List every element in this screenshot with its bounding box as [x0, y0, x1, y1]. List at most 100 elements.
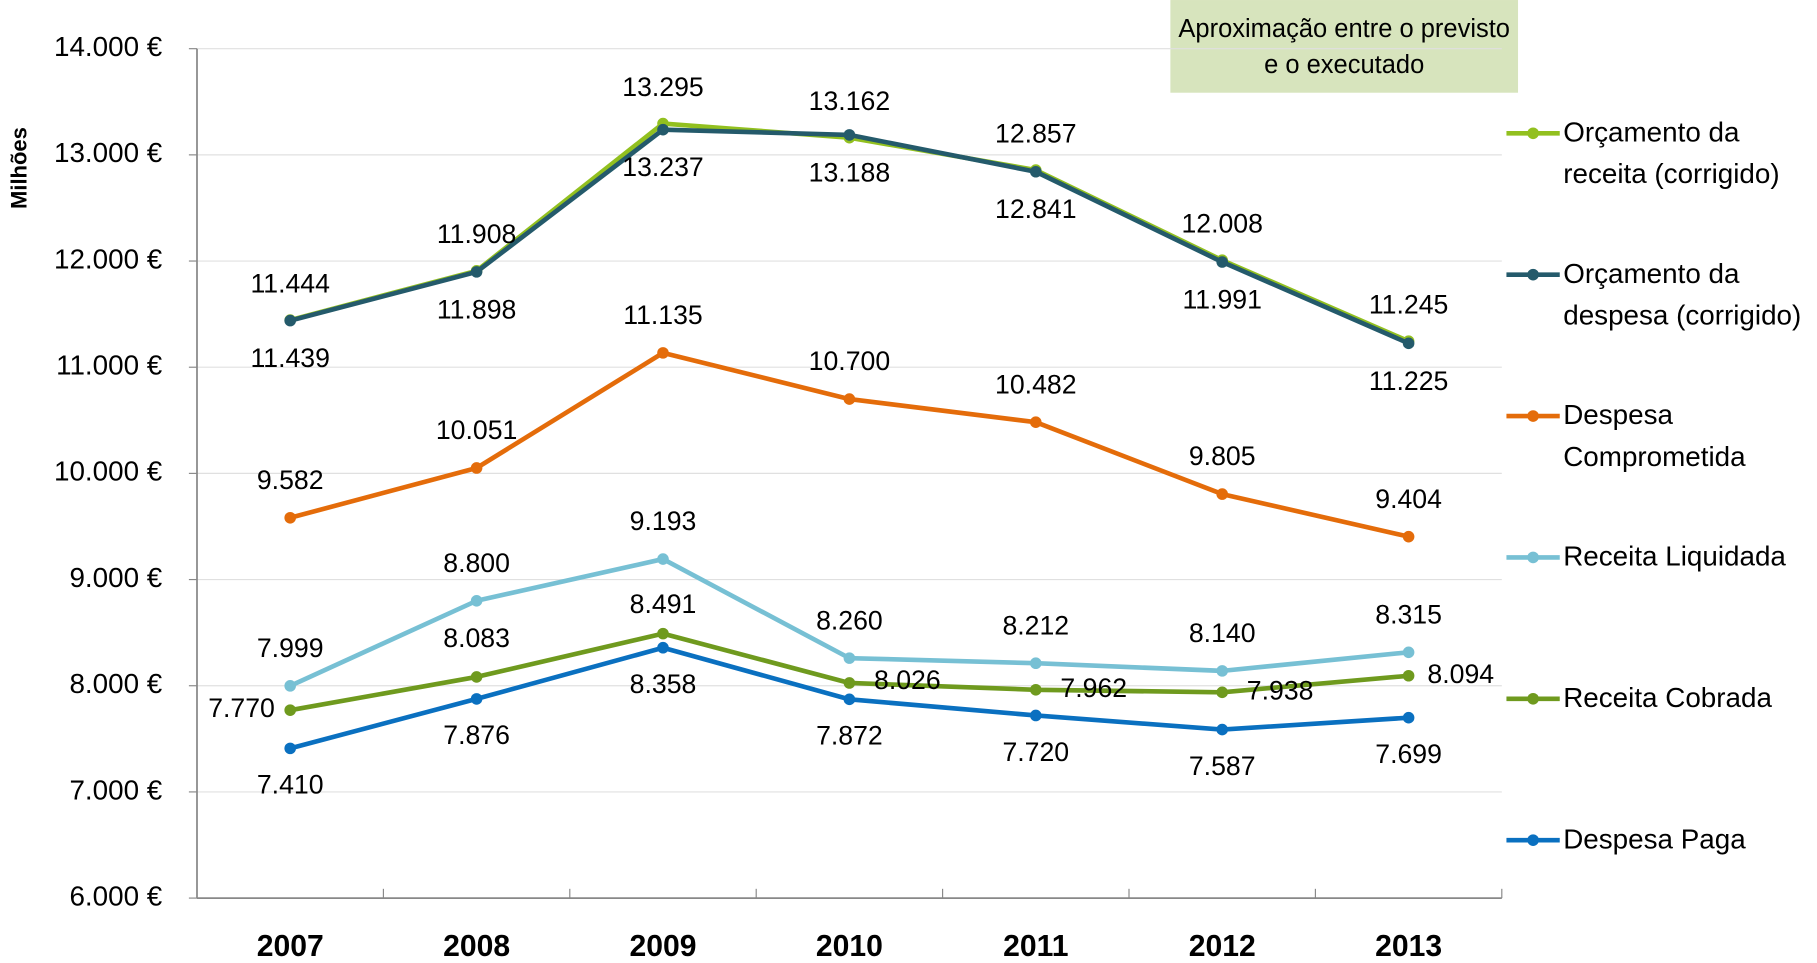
- data-label: 7.587: [1189, 751, 1256, 781]
- data-label: 10.482: [995, 369, 1076, 399]
- x-tick-label: 2007: [257, 930, 324, 963]
- legend-marker: [1527, 551, 1539, 564]
- legend-label: Despesa Comprometida: [1563, 399, 1746, 473]
- data-label: 8.315: [1375, 599, 1442, 629]
- data-point: [470, 595, 483, 607]
- legend-marker: [1527, 127, 1539, 140]
- legend-label: Receita Cobrada: [1563, 682, 1772, 714]
- data-point: [1216, 665, 1228, 677]
- x-tick-label: 2012: [1189, 930, 1256, 963]
- annotation-text: Aproximação entre o previsto e o executa…: [1178, 13, 1510, 79]
- legend-label: Orçamento da receita (corrigido): [1563, 117, 1780, 191]
- data-label: 11.908: [437, 219, 517, 249]
- data-point: [1402, 711, 1415, 724]
- data-point: [1030, 416, 1042, 429]
- data-point: [1030, 709, 1042, 722]
- legend-marker: [1527, 268, 1539, 281]
- data-label: 8.094: [1427, 659, 1494, 689]
- data-label: 7.770: [208, 693, 275, 723]
- legend-label: Receita Liquidada: [1563, 541, 1786, 573]
- data-label: 11.991: [1182, 284, 1262, 314]
- data-point: [1216, 686, 1228, 699]
- data-point: [284, 680, 296, 692]
- y-tick-label: 13.000 €: [54, 137, 163, 168]
- data-point: [1030, 657, 1042, 670]
- data-point: [657, 627, 669, 640]
- annotation-box: [1170, 0, 1519, 93]
- data-label: 12.008: [1181, 208, 1262, 238]
- data-point: [470, 671, 483, 683]
- legend-marker: [1527, 410, 1539, 422]
- legend-label: Orçamento da despesa (corrigido): [1563, 258, 1802, 332]
- y-tick-label: 11.000 €: [56, 350, 163, 381]
- data-label: 11.245: [1369, 289, 1449, 319]
- data-label: 8.083: [443, 623, 510, 653]
- y-tick-label: 8.000 €: [69, 668, 162, 699]
- data-point: [284, 742, 296, 755]
- data-label: 8.026: [874, 665, 941, 695]
- data-label: 8.800: [443, 548, 510, 578]
- data-label: 11.439: [250, 343, 330, 373]
- data-point: [470, 462, 483, 474]
- data-label: 9.805: [1189, 441, 1256, 471]
- data-label: 11.225: [1369, 366, 1449, 396]
- data-label: 8.140: [1189, 618, 1256, 648]
- x-tick-label: 2010: [816, 930, 883, 963]
- legend-entry: Despesa Comprometida: [1563, 399, 1746, 473]
- data-point: [1216, 723, 1228, 736]
- data-label: 7.962: [1060, 673, 1127, 703]
- data-label: 8.260: [816, 605, 883, 635]
- data-label: 7.876: [443, 720, 510, 750]
- x-tick-label: 2009: [630, 930, 697, 963]
- legend-label: Despesa Paga: [1563, 823, 1746, 856]
- data-label: 10.051: [436, 415, 517, 445]
- legend-entry: Receita Liquidada: [1563, 541, 1786, 573]
- data-point: [1402, 337, 1415, 350]
- y-tick-label: 7.000 €: [69, 774, 162, 805]
- data-label: 7.999: [257, 633, 324, 663]
- data-label: 9.193: [630, 506, 697, 536]
- legend-entry: Despesa Paga: [1563, 823, 1746, 856]
- data-point: [470, 693, 483, 705]
- data-label: 9.404: [1375, 484, 1442, 514]
- data-label: 8.358: [630, 669, 697, 699]
- legend-entry: Receita Cobrada: [1563, 682, 1772, 714]
- data-label: 7.699: [1375, 739, 1442, 769]
- data-label: 12.857: [995, 118, 1076, 148]
- y-tick-label: 9.000 €: [69, 562, 162, 593]
- data-label: 11.898: [437, 294, 517, 324]
- x-tick-label: 2008: [443, 930, 510, 963]
- data-label: 11.135: [623, 300, 703, 330]
- data-point: [657, 553, 669, 565]
- data-label: 9.582: [257, 465, 324, 495]
- data-point: [1030, 165, 1042, 178]
- y-axis-label: Milhões: [7, 127, 32, 209]
- y-tick-label: 12.000 €: [54, 243, 163, 274]
- data-label: 13.188: [809, 157, 890, 187]
- data-point: [1402, 669, 1415, 682]
- y-tick-label: 10.000 €: [54, 456, 163, 487]
- data-point: [843, 129, 856, 141]
- data-point: [470, 266, 483, 278]
- data-label: 10.700: [809, 346, 890, 376]
- data-point: [843, 693, 856, 706]
- data-label: 11.444: [250, 268, 330, 298]
- data-label: 12.841: [995, 194, 1076, 224]
- data-point: [1030, 683, 1042, 696]
- data-point: [284, 704, 296, 716]
- data-point: [1216, 488, 1228, 500]
- data-label: 7.938: [1247, 675, 1314, 705]
- data-point: [843, 393, 856, 405]
- x-tick-label: 2011: [1003, 930, 1068, 963]
- data-label: 7.872: [816, 721, 883, 751]
- y-tick-label: 6.000 €: [69, 880, 162, 911]
- data-point: [843, 652, 856, 664]
- data-point: [843, 677, 856, 689]
- data-label: 8.491: [630, 589, 697, 619]
- data-point: [284, 314, 296, 327]
- data-label: 13.162: [809, 86, 890, 116]
- data-label: 13.237: [622, 152, 703, 182]
- data-label: 7.410: [257, 770, 324, 800]
- data-point: [1216, 256, 1228, 268]
